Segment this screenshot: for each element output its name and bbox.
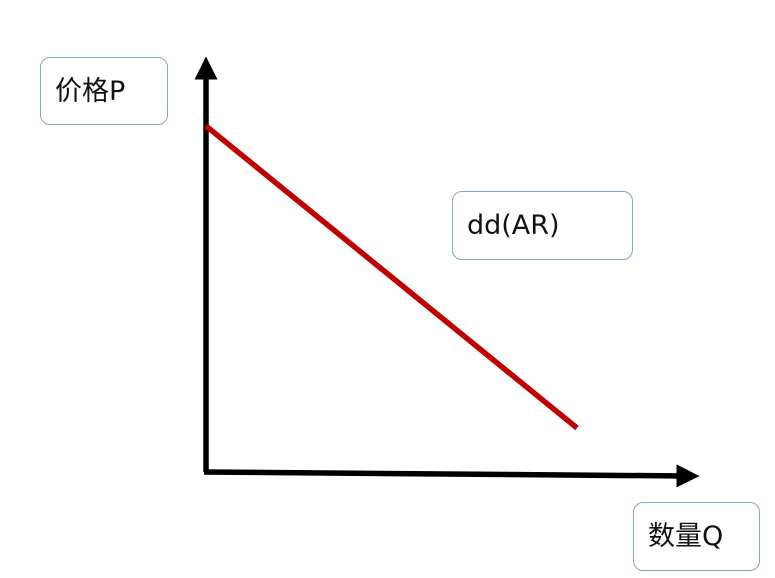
price-axis-label-text: 价格P — [55, 75, 126, 107]
quantity-axis-label-text: 数量Q — [648, 521, 724, 552]
x-axis — [203, 464, 700, 488]
demand-curve — [204, 123, 579, 431]
price-axis-label: 价格P — [40, 57, 168, 125]
demand-curve-label-text: dd(AR) — [467, 210, 560, 241]
quantity-axis-label: 数量Q — [633, 502, 760, 571]
demand-curve-label: dd(AR) — [452, 191, 633, 260]
